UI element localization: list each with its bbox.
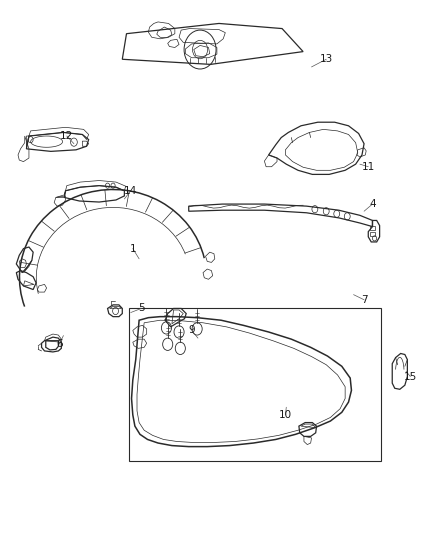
Text: 11: 11 [362,161,375,172]
Text: 6: 6 [56,340,63,349]
Text: 4: 4 [369,199,376,209]
Text: 9: 9 [188,326,195,335]
Text: 1: 1 [130,244,136,254]
Text: 5: 5 [138,303,145,313]
Text: 12: 12 [60,131,74,141]
Text: 13: 13 [320,54,333,64]
Text: 10: 10 [279,410,292,420]
Text: 15: 15 [404,372,417,382]
Text: 14: 14 [124,186,138,196]
Text: 7: 7 [361,295,367,305]
